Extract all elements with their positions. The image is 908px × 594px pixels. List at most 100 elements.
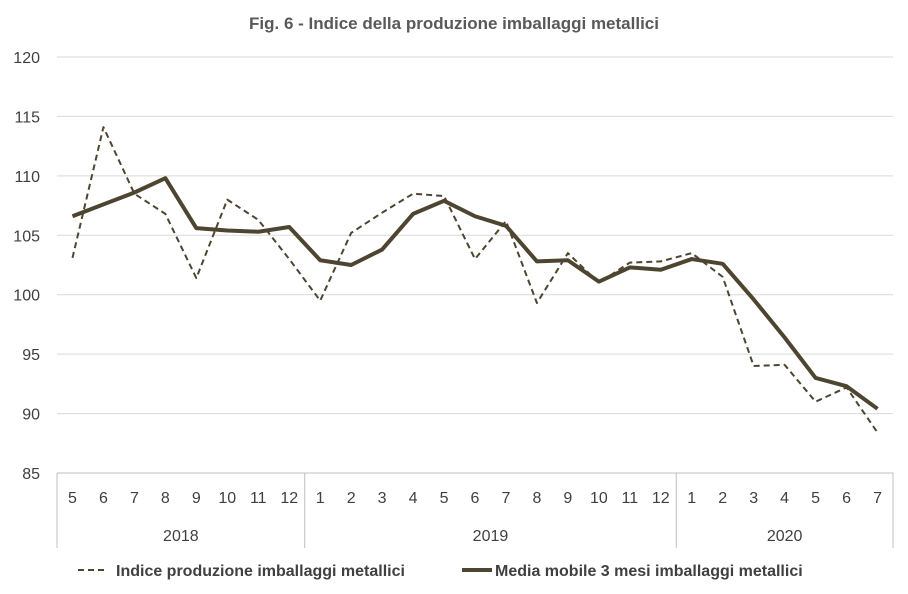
data-point: [629, 262, 631, 264]
x-tick-label: 3: [378, 490, 387, 507]
data-point: [815, 401, 817, 403]
data-point: [288, 226, 290, 228]
data-point: [381, 212, 383, 214]
x-tick-label: 7: [502, 490, 511, 507]
data-point: [536, 302, 538, 304]
year-label: 2018: [163, 528, 199, 545]
data-point: [691, 252, 693, 254]
x-tick-label: 9: [563, 490, 572, 507]
x-tick-label: 10: [218, 490, 236, 507]
x-tick-label: 8: [161, 490, 170, 507]
data-point: [72, 257, 74, 259]
data-point: [412, 213, 414, 215]
data-point: [443, 200, 445, 202]
data-point: [784, 364, 786, 366]
series-lines: [71, 126, 879, 434]
year-label: 2019: [473, 528, 509, 545]
data-point: [443, 195, 445, 197]
data-point: [257, 231, 259, 233]
data-point: [412, 193, 414, 195]
x-tick-label: 1: [687, 490, 696, 507]
data-point: [660, 269, 662, 271]
data-point: [505, 225, 507, 227]
data-point: [381, 249, 383, 251]
x-tick-label: 5: [811, 490, 820, 507]
chart-title: Fig. 6 - Indice della produzione imballa…: [249, 14, 659, 33]
data-point: [319, 300, 321, 302]
x-tick-label: 4: [780, 490, 789, 507]
y-tick-label: 85: [22, 466, 40, 483]
data-point: [474, 215, 476, 217]
x-tick-label: 2: [718, 490, 727, 507]
y-tick-label: 90: [22, 407, 40, 424]
data-point: [567, 259, 569, 261]
legend: Indice produzione imballaggi metallici Me…: [78, 563, 803, 580]
data-point: [536, 261, 538, 263]
x-tick-label: 10: [590, 490, 608, 507]
y-tick-label: 120: [13, 50, 40, 67]
data-point: [350, 232, 352, 234]
data-point: [134, 192, 136, 194]
legend-label: Media mobile 3 mesi imballaggi metallici: [495, 563, 803, 580]
data-point: [753, 299, 755, 301]
x-tick-label: 5: [440, 490, 449, 507]
x-tick-label: 7: [873, 490, 882, 507]
data-point: [165, 213, 167, 215]
y-tick-label: 100: [13, 288, 40, 305]
y-tick-label: 95: [22, 347, 40, 364]
data-point: [722, 263, 724, 265]
data-point: [103, 126, 105, 128]
data-point: [257, 219, 259, 221]
data-point: [196, 277, 198, 279]
legend-label: Indice produzione imballaggi metallici: [116, 563, 405, 580]
x-tick-label: 5: [68, 490, 77, 507]
series-line-media-mobile: [71, 176, 879, 411]
data-point: [660, 261, 662, 263]
x-tick-label: 12: [652, 490, 670, 507]
data-point: [691, 258, 693, 260]
x-tick-label: 6: [842, 490, 851, 507]
x-tick-label: 3: [749, 490, 758, 507]
y-tick-label: 110: [14, 169, 40, 186]
data-point: [226, 230, 228, 232]
data-point: [350, 264, 352, 266]
data-point: [753, 365, 755, 367]
data-point: [784, 337, 786, 339]
x-tick-label: 2: [347, 490, 356, 507]
data-point: [288, 258, 290, 260]
data-point: [103, 204, 105, 206]
data-point: [722, 276, 724, 278]
grid-lines: [57, 56, 893, 474]
data-point: [877, 432, 879, 434]
series-line-indice: [71, 126, 879, 434]
y-tick-label: 105: [13, 228, 40, 245]
data-point: [505, 220, 507, 222]
data-point: [877, 408, 879, 410]
x-tick-label: 11: [622, 490, 639, 507]
data-point: [72, 215, 74, 217]
year-label: 2020: [767, 528, 803, 545]
x-tick-label: 1: [316, 490, 325, 507]
x-tick-label: 6: [99, 490, 108, 507]
x-tick-label: 7: [130, 490, 139, 507]
data-point: [226, 199, 228, 201]
data-point: [598, 281, 600, 283]
data-point: [196, 227, 198, 229]
data-point: [815, 377, 817, 379]
data-point: [165, 177, 167, 179]
x-tick-label: 12: [280, 490, 298, 507]
data-point: [567, 252, 569, 254]
x-tick-label: 4: [409, 490, 418, 507]
x-tick-label: 6: [471, 490, 480, 507]
data-point: [319, 259, 321, 261]
x-tick-label: 8: [532, 490, 541, 507]
data-point: [474, 258, 476, 260]
x-tick-label: 11: [250, 490, 267, 507]
data-point: [846, 385, 848, 387]
data-point: [629, 267, 631, 269]
y-tick-label: 115: [14, 109, 40, 126]
y-axis: 85 90 95 100 105 110 115 120: [13, 50, 40, 483]
x-tick-label: 9: [192, 490, 201, 507]
